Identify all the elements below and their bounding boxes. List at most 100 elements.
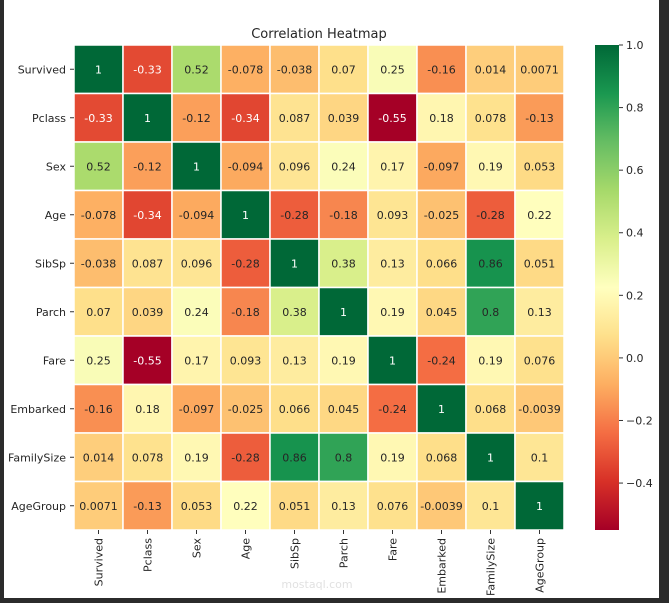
heatmap-cell (220, 335, 271, 386)
heatmap-cell (269, 286, 320, 337)
heatmap-cell (465, 238, 516, 289)
cell-value-label: 0.25 (86, 354, 111, 367)
cell-value-label: 0.19 (380, 306, 405, 319)
x-tick-label: Embarked (436, 538, 449, 594)
cell-value-label: 1 (291, 257, 298, 270)
heatmap-cell (73, 238, 124, 289)
x-tick-label: SibSp (289, 538, 302, 569)
cell-value-label: 1 (389, 354, 396, 367)
cell-value-label: -0.16 (84, 403, 112, 416)
cell-value-label: 0.86 (282, 451, 307, 464)
cell-value-label: 0.076 (524, 354, 556, 367)
cell-value-label: -0.038 (81, 257, 116, 270)
cell-value-label: 0.076 (377, 500, 409, 513)
cell-value-label: 0.52 (184, 63, 209, 76)
cell-value-label: 0.13 (527, 306, 552, 319)
cell-value-label: -0.094 (179, 209, 214, 222)
heatmap-cell (318, 286, 369, 337)
y-tick-label: Survived (18, 63, 66, 76)
heatmap-cell (514, 189, 565, 240)
x-tick-label: Fare (387, 538, 400, 561)
heatmap-cell (220, 92, 271, 143)
cell-value-label: 0.087 (279, 112, 311, 125)
heatmap-cell (514, 335, 565, 386)
heatmap-cell (122, 335, 173, 386)
heatmap-cell (465, 92, 516, 143)
cell-value-label: 0.093 (230, 354, 262, 367)
y-tick-label: AgeGroup (11, 500, 66, 513)
cell-value-label: -0.55 (378, 112, 406, 125)
cell-value-label: -0.12 (182, 112, 210, 125)
cell-value-label: 0.039 (132, 306, 164, 319)
cell-value-label: 0.053 (181, 500, 213, 513)
heatmap-cell (514, 238, 565, 289)
heatmap-cell (416, 92, 467, 143)
x-tick-label: Survived (93, 538, 106, 586)
heatmap-cell (171, 92, 222, 143)
cell-value-label: 0.096 (279, 160, 311, 173)
cell-value-label: 0.07 (86, 306, 111, 319)
heatmap-cell (465, 189, 516, 240)
cell-value-label: 1 (242, 209, 249, 222)
cell-value-label: 0.07 (331, 63, 356, 76)
cell-value-label: 0.19 (478, 354, 503, 367)
cell-value-label: 0.045 (426, 306, 458, 319)
cell-value-label: -0.097 (179, 403, 214, 416)
heatmap-cell (514, 92, 565, 143)
cell-value-label: -0.16 (427, 63, 455, 76)
cell-value-label: 0.22 (233, 500, 258, 513)
cell-value-label: -0.33 (84, 112, 112, 125)
cell-value-label: 0.8 (482, 306, 500, 319)
cell-value-label: 0.18 (135, 403, 160, 416)
cell-value-label: 0.17 (380, 160, 405, 173)
cell-value-label: 1 (144, 112, 151, 125)
heatmap-cell (318, 480, 369, 531)
heatmap-cell (269, 432, 320, 483)
heatmap-cell (122, 480, 173, 531)
cell-value-label: 1 (487, 451, 494, 464)
heatmap-cell (220, 238, 271, 289)
heatmap-cell (514, 141, 565, 192)
cell-value-label: -0.0039 (518, 403, 560, 416)
heatmap-cell (171, 141, 222, 192)
heatmap-cell (220, 286, 271, 337)
heatmap-cell (514, 480, 565, 531)
cell-value-label: -0.28 (476, 209, 504, 222)
y-tick-label: Fare (43, 354, 66, 367)
y-tick-label: Sex (46, 160, 67, 173)
cell-value-label: 0.087 (132, 257, 164, 270)
cell-value-label: 0.38 (282, 306, 307, 319)
cell-value-label: -0.33 (133, 63, 161, 76)
heatmap-cell (171, 335, 222, 386)
cell-value-label: 0.19 (380, 451, 405, 464)
cell-value-label: -0.28 (231, 257, 259, 270)
cell-value-label: 0.13 (380, 257, 405, 270)
heatmap-cell (416, 335, 467, 386)
cell-value-label: 1 (340, 306, 347, 319)
cell-value-label: -0.0039 (420, 500, 462, 513)
heatmap-cell (465, 432, 516, 483)
cell-value-label: 0.066 (279, 403, 311, 416)
heatmap-cell (73, 141, 124, 192)
cell-value-label: 1 (95, 63, 102, 76)
heatmap-cell (465, 480, 516, 531)
heatmap-cell (465, 383, 516, 434)
cell-value-label: -0.34 (231, 112, 259, 125)
y-tick-label: FamilySize (8, 451, 66, 464)
cell-value-label: 0.24 (184, 306, 209, 319)
heatmap-cell (318, 432, 369, 483)
watermark: mostaql.com (281, 578, 352, 591)
heatmap-cell (171, 383, 222, 434)
cell-value-label: -0.097 (424, 160, 459, 173)
cell-value-label: -0.094 (228, 160, 263, 173)
heatmap-cell (122, 383, 173, 434)
heatmap-cell (269, 238, 320, 289)
cell-value-label: -0.24 (427, 354, 455, 367)
cell-value-label: 0.068 (475, 403, 507, 416)
cell-value-label: 1 (536, 500, 543, 513)
heatmap-cell (171, 480, 222, 531)
y-tick-label: Parch (36, 306, 66, 319)
heatmap-cell (171, 44, 222, 95)
cell-value-label: -0.28 (280, 209, 308, 222)
y-tick-label: SibSp (35, 257, 66, 270)
